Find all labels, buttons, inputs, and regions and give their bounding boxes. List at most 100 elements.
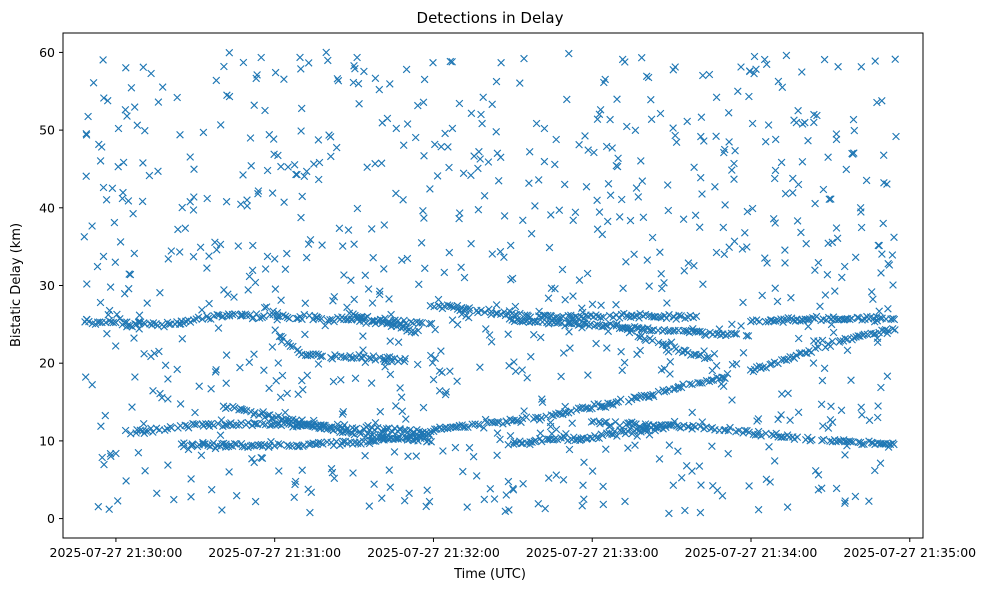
data-point (340, 271, 348, 279)
data-point (487, 337, 496, 346)
data-point (440, 268, 449, 277)
data-point (82, 172, 91, 181)
data-point (240, 406, 249, 415)
data-point (149, 319, 158, 327)
data-point (274, 440, 283, 448)
data-point (561, 402, 570, 411)
data-point (827, 402, 835, 411)
data-point (699, 137, 708, 145)
data-point (647, 326, 656, 335)
data-point (833, 234, 842, 243)
data-point (104, 310, 113, 319)
data-point (583, 269, 592, 278)
data-point (552, 135, 561, 144)
data-point (828, 418, 837, 427)
data-point (754, 427, 763, 436)
data-point (537, 413, 546, 422)
data-point (292, 170, 300, 179)
y-tick-label: 10 (39, 433, 55, 448)
data-point (160, 322, 168, 331)
data-point (420, 214, 428, 222)
data-point (688, 408, 697, 417)
data-point (317, 421, 325, 429)
data-point (140, 429, 149, 438)
data-point (427, 319, 436, 328)
data-point (510, 416, 519, 425)
data-point (230, 293, 238, 301)
data-point (856, 203, 865, 212)
data-point (531, 317, 540, 326)
data-point (173, 365, 182, 374)
data-point (333, 74, 342, 83)
data-point (318, 440, 327, 448)
data-point (248, 454, 256, 463)
data-point (243, 196, 251, 204)
data-point (710, 349, 719, 358)
data-point (660, 278, 668, 287)
data-point (355, 428, 364, 436)
data-point (590, 148, 598, 157)
data-point (281, 408, 290, 417)
data-point (150, 349, 159, 358)
data-point (376, 407, 385, 416)
data-point (297, 127, 305, 135)
data-point (603, 217, 612, 226)
data-point (752, 65, 760, 74)
data-point (241, 310, 250, 319)
data-point (353, 204, 362, 213)
data-point (414, 280, 423, 289)
data-point (269, 135, 278, 143)
data-point (176, 320, 185, 328)
data-point (504, 477, 513, 486)
data-point (826, 342, 835, 351)
data-point (765, 442, 773, 451)
data-point (821, 291, 830, 299)
data-point (453, 301, 462, 310)
data-point (598, 230, 607, 239)
data-point (788, 174, 797, 183)
data-point (167, 424, 176, 432)
data-point (187, 475, 195, 483)
data-point (481, 415, 490, 424)
data-point (363, 163, 372, 172)
data-point (671, 131, 680, 140)
data-point (344, 428, 353, 436)
data-point (781, 189, 790, 198)
data-point (453, 377, 461, 386)
data-point (665, 310, 673, 319)
data-point (546, 211, 555, 219)
data-point (715, 325, 724, 333)
data-point (884, 326, 892, 335)
data-point (386, 370, 395, 379)
data-point (639, 213, 648, 222)
data-point (399, 141, 408, 150)
data-point (181, 421, 190, 430)
data-point (884, 259, 893, 268)
data-point (411, 133, 420, 142)
data-point (273, 312, 282, 321)
data-point (651, 426, 660, 435)
data-point (804, 136, 812, 145)
data-point (455, 209, 464, 217)
data-point (349, 469, 357, 477)
data-point (728, 360, 737, 369)
data-point (343, 303, 351, 312)
data-point (648, 336, 657, 345)
data-point (730, 329, 739, 338)
data-point (531, 202, 539, 210)
data-point (727, 166, 736, 174)
data-point (101, 411, 110, 420)
data-point (140, 349, 148, 358)
data-point (551, 284, 559, 293)
data-point (139, 63, 148, 72)
data-point (314, 136, 323, 144)
data-point (809, 337, 818, 345)
data-point (238, 405, 247, 414)
data-point (474, 164, 482, 173)
data-point (463, 503, 472, 511)
data-point (375, 287, 384, 296)
data-point (255, 314, 264, 322)
data-point (448, 57, 456, 66)
data-point (469, 452, 478, 461)
data-point (809, 359, 818, 367)
